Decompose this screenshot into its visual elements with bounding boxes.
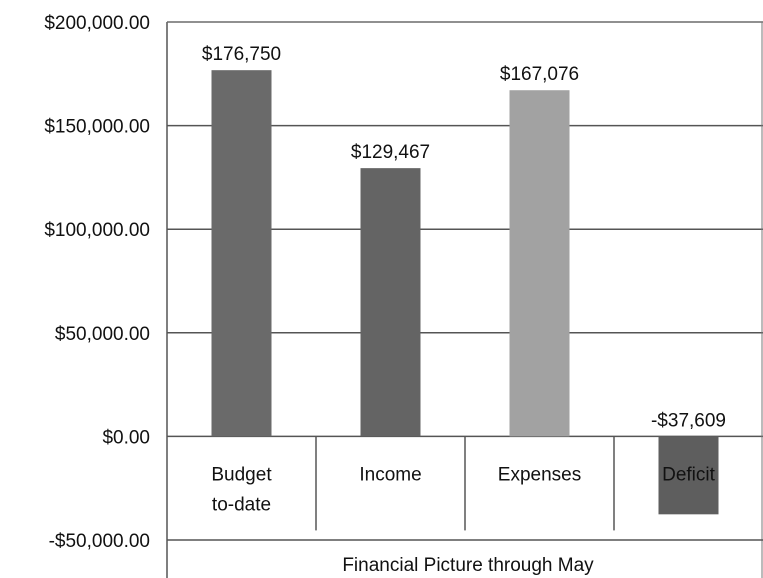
category-label: Income xyxy=(359,464,421,485)
bar xyxy=(658,436,719,515)
bar xyxy=(509,90,570,437)
category-label: Expenses xyxy=(498,464,581,485)
x-axis-title: Financial Picture through May xyxy=(342,555,594,576)
y-tick-label: $0.00 xyxy=(102,427,150,448)
category-labels: Budget to-date Income Expenses Deficit xyxy=(211,464,715,515)
bar xyxy=(211,70,272,437)
axes xyxy=(166,21,763,578)
y-tick-label: $50,000.00 xyxy=(55,324,150,345)
y-tick-label: -$50,000.00 xyxy=(49,531,150,552)
bar xyxy=(360,168,421,437)
data-label: -$37,609 xyxy=(651,410,726,431)
category-label: to-date xyxy=(212,494,271,515)
data-label: $129,467 xyxy=(351,142,430,163)
data-labels: $176,750 $129,467 $167,076 -$37,609 xyxy=(202,44,726,431)
y-tick-label: $200,000.00 xyxy=(44,13,150,34)
category-label: Budget xyxy=(211,464,272,485)
bars xyxy=(211,70,719,515)
y-axis-ticks: $200,000.00 $150,000.00 $100,000.00 $50,000… xyxy=(44,13,150,552)
data-label: $167,076 xyxy=(500,64,579,85)
data-label: $176,750 xyxy=(202,44,281,65)
category-label: Deficit xyxy=(662,464,716,485)
y-tick-label: $150,000.00 xyxy=(44,117,150,138)
y-tick-label: $100,000.00 xyxy=(44,220,150,241)
